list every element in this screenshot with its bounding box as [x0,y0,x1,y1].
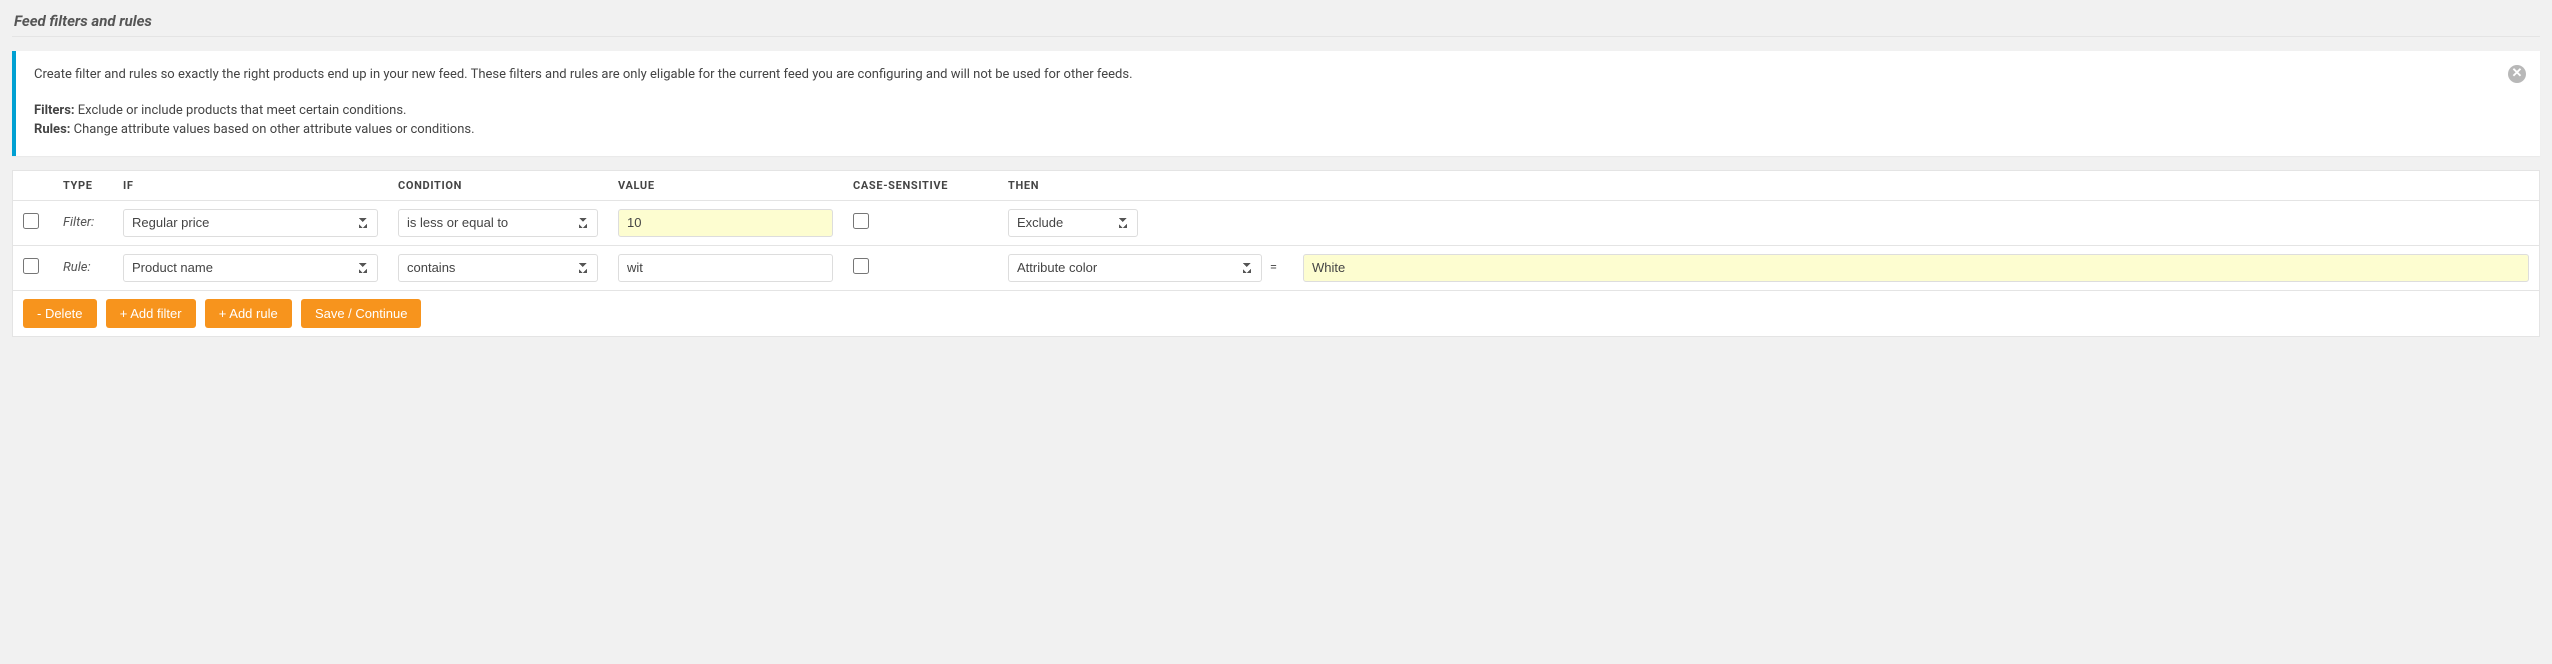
close-icon[interactable]: ✕ [2508,65,2526,83]
col-condition: Condition [388,171,608,200]
col-case: Case-sensitive [843,171,998,200]
col-type: Type [53,171,113,200]
section-title: Feed filters and rules [14,12,2540,30]
filters-text: Exclude or include products that meet ce… [75,103,407,118]
result-input[interactable] [1303,254,2529,282]
delete-button[interactable]: - Delete [23,299,97,328]
if-select[interactable]: Regular price [123,209,378,237]
notice-lead: Create filter and rules so exactly the r… [34,65,2500,85]
case-sensitive-checkbox[interactable] [853,258,869,274]
add-rule-button[interactable]: + Add rule [205,299,292,328]
table-row: Filter: Regular price is less or equal to E… [13,200,2539,245]
value-input[interactable] [618,209,833,237]
col-if: If [113,171,388,200]
condition-select[interactable]: is less or equal to [398,209,598,237]
then-select[interactable]: Exclude [1008,209,1138,237]
if-select[interactable]: Product name [123,254,378,282]
equals-sign: = [1264,260,1283,275]
type-label: Rule: [53,245,113,290]
add-filter-button[interactable]: + Add filter [106,299,196,328]
table-row: Rule: Product name contains Attribute color… [13,245,2539,290]
value-input[interactable] [618,254,833,282]
col-checkbox [13,171,53,200]
rules-table: Type If Condition Value Case-sensitive T… [12,170,2540,337]
row-checkbox[interactable] [23,258,39,274]
filters-label: Filters: [34,103,75,118]
condition-select[interactable]: contains [398,254,598,282]
notice-rules-line: Rules: Change attribute values based on … [34,120,2500,140]
rules-label: Rules: [34,122,70,137]
type-label: Filter: [53,200,113,245]
save-button[interactable]: Save / Continue [301,299,422,328]
notice-filters-line: Filters: Exclude or include products tha… [34,101,2500,121]
row-checkbox[interactable] [23,213,39,229]
rules-text: Change attribute values based on other a… [70,122,474,137]
divider [12,36,2540,37]
col-result [1293,171,2539,200]
case-sensitive-checkbox[interactable] [853,213,869,229]
then-select[interactable]: Attribute color [1008,254,1262,282]
actions-cell: - Delete + Add filter + Add rule Save / … [13,290,2539,336]
info-notice: ✕ Create filter and rules so exactly the… [12,51,2540,156]
col-then: Then [998,171,1293,200]
col-value: Value [608,171,843,200]
